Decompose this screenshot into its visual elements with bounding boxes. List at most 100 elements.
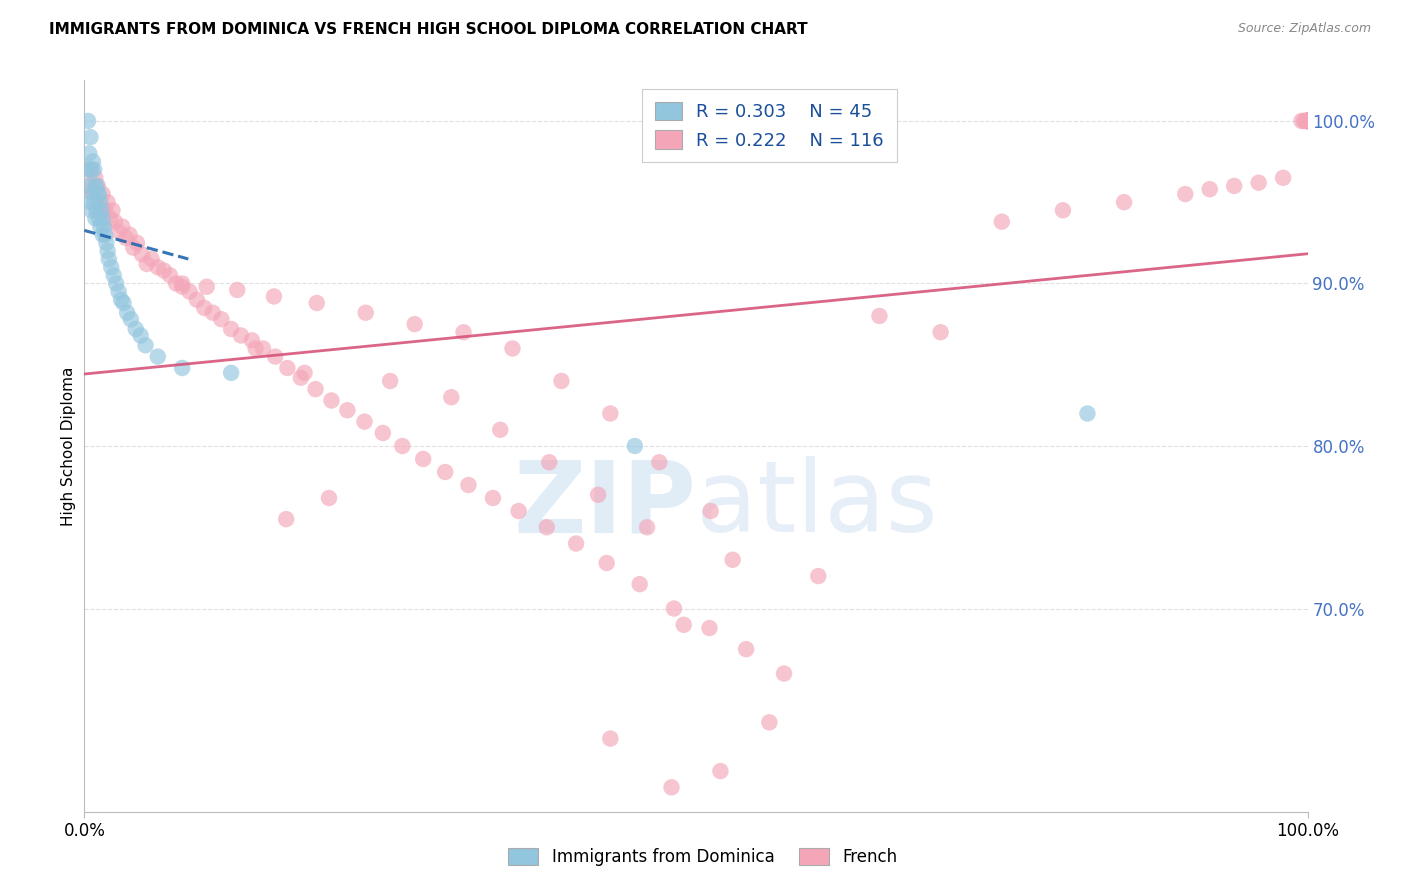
Point	[1295, 114, 1317, 128]
Point	[96, 235, 118, 250]
Point	[1223, 178, 1246, 193]
Point	[97, 252, 120, 266]
Point	[115, 231, 138, 245]
Point	[97, 244, 120, 258]
Point	[264, 350, 287, 364]
Point	[79, 130, 101, 145]
Point	[89, 219, 111, 234]
Point	[1296, 114, 1319, 128]
Point	[263, 289, 285, 303]
Point	[129, 328, 152, 343]
Point	[77, 114, 100, 128]
Point	[721, 553, 744, 567]
Point	[82, 154, 104, 169]
Point	[1296, 114, 1319, 128]
Point	[991, 215, 1014, 229]
Point	[82, 187, 104, 202]
Point	[929, 325, 952, 339]
Point	[90, 203, 112, 218]
Point	[508, 504, 530, 518]
Point	[1052, 203, 1074, 218]
Legend: R = 0.303    N = 45, R = 0.222    N = 116: R = 0.303 N = 45, R = 0.222 N = 116	[643, 89, 897, 162]
Point	[107, 285, 129, 299]
Point	[93, 219, 115, 234]
Point	[83, 195, 105, 210]
Point	[648, 455, 671, 469]
Point	[1076, 407, 1098, 421]
Point	[186, 293, 208, 307]
Point	[661, 780, 683, 795]
Point	[869, 309, 891, 323]
Point	[1198, 182, 1220, 196]
Point	[229, 328, 252, 343]
Point	[172, 361, 194, 376]
Point	[82, 187, 104, 202]
Point	[807, 569, 830, 583]
Point	[699, 621, 721, 635]
Point	[1292, 114, 1315, 128]
Point	[1296, 114, 1319, 128]
Point	[122, 241, 145, 255]
Point	[104, 215, 127, 229]
Point	[482, 491, 505, 505]
Point	[98, 211, 121, 226]
Point	[595, 556, 617, 570]
Point	[89, 203, 111, 218]
Point	[1294, 114, 1316, 128]
Point	[404, 317, 426, 331]
Point	[120, 312, 142, 326]
Point	[252, 342, 274, 356]
Y-axis label: High School Diploma: High School Diploma	[60, 367, 76, 525]
Point	[135, 257, 157, 271]
Point	[1296, 114, 1319, 128]
Point	[125, 235, 148, 250]
Point	[77, 178, 100, 193]
Point	[91, 211, 114, 226]
Point	[87, 211, 110, 226]
Point	[100, 260, 122, 275]
Point	[773, 666, 796, 681]
Point	[94, 227, 117, 242]
Point	[1296, 114, 1319, 128]
Point	[550, 374, 572, 388]
Point	[628, 577, 651, 591]
Point	[84, 170, 107, 185]
Point	[1296, 114, 1319, 128]
Text: IMMIGRANTS FROM DOMINICA VS FRENCH HIGH SCHOOL DIPLOMA CORRELATION CHART: IMMIGRANTS FROM DOMINICA VS FRENCH HIGH …	[49, 22, 808, 37]
Point	[245, 342, 267, 356]
Point	[153, 263, 176, 277]
Point	[336, 403, 359, 417]
Point	[1296, 114, 1319, 128]
Point	[305, 296, 328, 310]
Point	[758, 715, 780, 730]
Point	[599, 731, 621, 746]
Point	[1296, 114, 1319, 128]
Point	[434, 465, 457, 479]
Point	[624, 439, 647, 453]
Point	[172, 277, 194, 291]
Point	[290, 370, 312, 384]
Point	[219, 322, 242, 336]
Point	[536, 520, 558, 534]
Point	[662, 601, 685, 615]
Point	[110, 293, 132, 307]
Point	[79, 162, 101, 177]
Point	[80, 162, 103, 177]
Point	[565, 536, 588, 550]
Point	[219, 366, 242, 380]
Point	[105, 277, 128, 291]
Text: Source: ZipAtlas.com: Source: ZipAtlas.com	[1237, 22, 1371, 36]
Text: ZIP: ZIP	[513, 456, 696, 553]
Point	[107, 224, 129, 238]
Point	[226, 283, 249, 297]
Point	[240, 334, 263, 348]
Point	[1296, 114, 1319, 128]
Point	[91, 227, 114, 242]
Point	[135, 338, 157, 352]
Point	[1296, 114, 1319, 128]
Point	[131, 247, 153, 261]
Point	[193, 301, 215, 315]
Point	[115, 306, 138, 320]
Point	[699, 504, 721, 518]
Point	[672, 617, 695, 632]
